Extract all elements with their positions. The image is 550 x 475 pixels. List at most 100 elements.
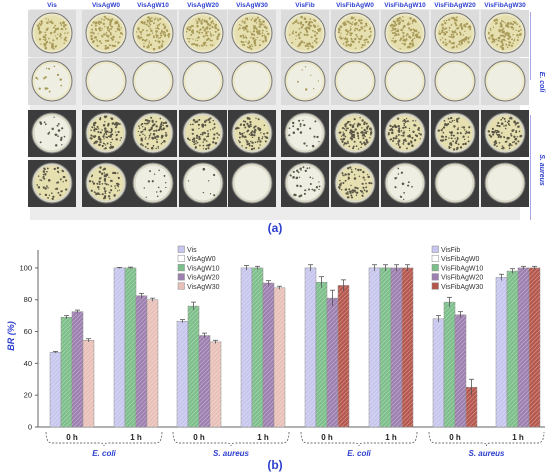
colony-dot xyxy=(247,19,249,21)
colony-dot xyxy=(349,191,352,195)
colony-dot xyxy=(312,42,314,44)
colony-dot xyxy=(214,23,218,27)
colony-dot xyxy=(39,193,41,196)
colony-dot xyxy=(51,192,53,194)
colony-dot xyxy=(263,124,266,127)
colony-dot xyxy=(196,141,199,144)
colony-dot xyxy=(155,120,158,123)
colony-dot xyxy=(345,29,347,31)
colony-dot xyxy=(409,129,411,132)
colony-dot xyxy=(105,173,109,176)
colony-dot xyxy=(341,140,344,143)
colony-dot xyxy=(306,167,309,170)
colony-dot xyxy=(140,131,143,134)
colony-dot xyxy=(97,192,100,195)
colony-dot xyxy=(116,28,119,31)
colony-dot xyxy=(303,17,307,20)
colony-dot xyxy=(202,191,205,194)
colony-dot xyxy=(146,19,149,22)
colony-dot xyxy=(403,141,405,144)
colony-dot xyxy=(500,122,504,125)
colony-dot xyxy=(439,39,442,41)
colony-dot xyxy=(457,117,460,120)
colony-dot xyxy=(248,144,251,147)
colony-dot xyxy=(197,17,200,20)
colony-dot xyxy=(512,28,514,31)
colony-dot xyxy=(399,195,402,198)
colony-dot xyxy=(106,26,110,30)
colony-dot xyxy=(162,127,166,130)
colony-dot xyxy=(59,138,63,142)
colony-dot xyxy=(448,137,450,139)
colony-dot xyxy=(115,138,118,141)
colony-dot xyxy=(359,189,362,192)
colony-dot xyxy=(408,127,411,130)
colony-dot xyxy=(305,144,308,147)
organism-label-ecoli: E. coli xyxy=(538,72,545,94)
colony-dot xyxy=(91,40,95,44)
organism-brace xyxy=(300,431,418,447)
legend-label: VisFibAgW10 xyxy=(441,265,483,272)
colony-dot xyxy=(187,26,190,28)
colony-dot xyxy=(51,127,54,131)
colony-dot xyxy=(410,46,412,48)
colony-dot xyxy=(364,179,366,181)
colony-dot xyxy=(498,141,501,144)
colony-dot xyxy=(311,188,314,191)
colony-dot xyxy=(212,141,215,144)
colony-dot xyxy=(205,20,208,23)
colony-dot xyxy=(205,31,207,33)
colony-dot xyxy=(97,135,101,139)
colony-dot xyxy=(207,30,209,33)
group-organism-label: S. aureus xyxy=(468,449,505,458)
colony-dot xyxy=(94,130,96,132)
colony-dot xyxy=(38,32,41,35)
colony-dot xyxy=(56,124,59,127)
colony-dot xyxy=(408,27,411,30)
colony-dot xyxy=(95,36,98,38)
colony-dot xyxy=(156,191,158,193)
colony-dot xyxy=(62,28,64,30)
colony-dot xyxy=(342,22,345,25)
colony-dot xyxy=(195,44,199,47)
colony-dot xyxy=(257,118,260,121)
colony-dot xyxy=(192,32,195,35)
colony-dot xyxy=(316,32,319,35)
colony-dot xyxy=(144,128,147,131)
colony-dot xyxy=(258,18,261,21)
colony-dot xyxy=(117,183,120,186)
colony-dot xyxy=(305,28,308,31)
colony-dot xyxy=(107,122,110,125)
colony-dot xyxy=(407,134,410,138)
bar xyxy=(240,265,253,428)
petri-dish xyxy=(228,10,276,57)
colony-dot xyxy=(454,22,457,25)
colony-dot xyxy=(363,141,366,144)
colony-dot xyxy=(212,128,214,130)
colony-dot xyxy=(412,119,414,122)
colony-dot xyxy=(445,30,448,34)
colony-dot xyxy=(291,32,294,35)
colony-dot xyxy=(107,184,110,186)
bar xyxy=(146,297,159,428)
colony-dot xyxy=(45,28,49,31)
colony-dot xyxy=(361,119,364,122)
colony-dot xyxy=(100,18,103,20)
colony-dot xyxy=(341,127,345,130)
colony-dot xyxy=(151,119,154,122)
colony-dot xyxy=(447,123,450,126)
legend-entry: Vis xyxy=(177,245,197,254)
colony-dot xyxy=(408,21,410,23)
colony-dot xyxy=(392,27,395,30)
colony-dot xyxy=(341,172,344,175)
colony-dot xyxy=(361,143,363,145)
dish-agar xyxy=(135,165,171,201)
petri-dish xyxy=(28,160,76,207)
colony-dot xyxy=(255,22,258,24)
colony-dot xyxy=(389,124,392,128)
group-organism-label: E. coli xyxy=(347,449,371,458)
colony-dot xyxy=(467,136,469,138)
bar xyxy=(506,268,519,428)
colony-dot xyxy=(38,30,41,33)
colony-dot xyxy=(354,28,356,30)
